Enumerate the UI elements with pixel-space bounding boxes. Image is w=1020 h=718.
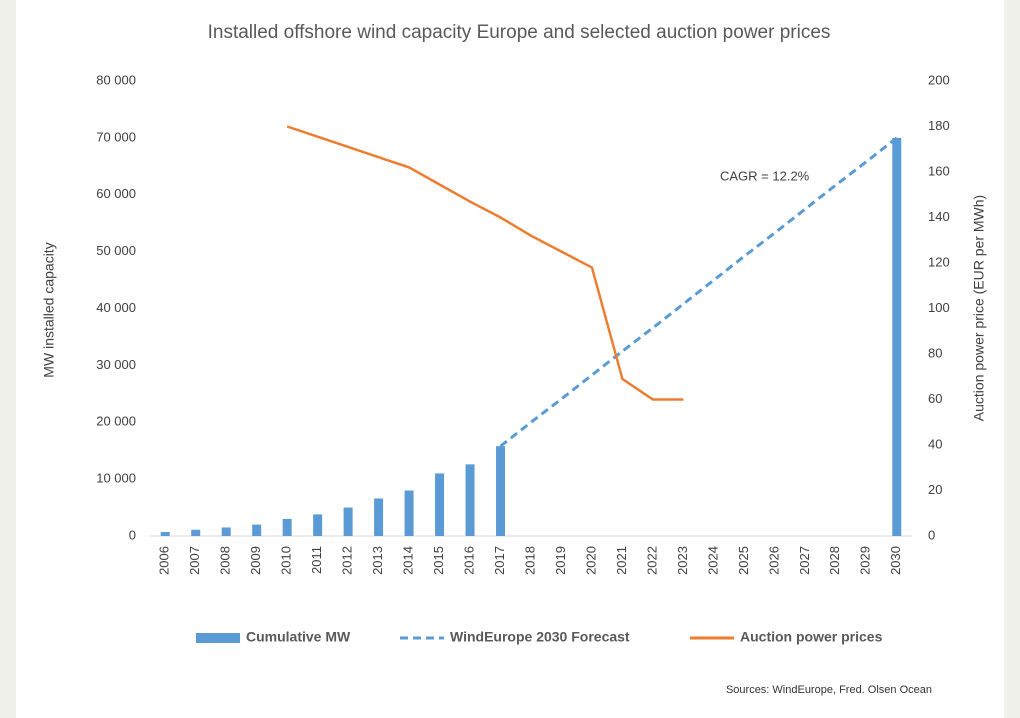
y-axis-label: MW installed capacity bbox=[41, 242, 57, 377]
bar bbox=[892, 137, 902, 536]
bar bbox=[465, 464, 475, 536]
y-tick-label: 70 000 bbox=[96, 129, 136, 144]
legend-swatch bbox=[196, 633, 240, 643]
legend-label: Cumulative MW bbox=[246, 629, 351, 645]
y2-axis-label: Auction power price (EUR per MWh) bbox=[971, 195, 987, 421]
x-tick-label: 2018 bbox=[522, 546, 537, 575]
x-tick-label: 2016 bbox=[461, 546, 476, 575]
x-tick-label: 2030 bbox=[888, 546, 903, 575]
x-tick-label: 2011 bbox=[309, 546, 324, 574]
x-tick-label: 2028 bbox=[827, 546, 842, 575]
x-tick-label: 2017 bbox=[492, 546, 507, 575]
x-tick-label: 2021 bbox=[614, 546, 629, 575]
x-tick-label: 2026 bbox=[766, 546, 781, 575]
y2-tick-label: 140 bbox=[928, 209, 950, 224]
panel bbox=[16, 0, 1004, 718]
y2-tick-label: 80 bbox=[928, 345, 942, 360]
bar bbox=[160, 532, 170, 536]
y2-tick-label: 100 bbox=[928, 300, 950, 315]
x-tick-label: 2007 bbox=[187, 546, 202, 575]
x-tick-label: 2006 bbox=[157, 546, 172, 575]
y2-tick-label: 180 bbox=[928, 118, 950, 133]
y2-tick-label: 160 bbox=[928, 163, 950, 178]
y-tick-label: 60 000 bbox=[96, 186, 136, 201]
source: Sources: WindEurope, Fred. Olsen Ocean bbox=[726, 684, 932, 696]
bar bbox=[221, 527, 231, 536]
series-line bbox=[286, 125, 684, 401]
y-tick-label: 50 000 bbox=[96, 243, 136, 258]
x-tick-label: 2019 bbox=[553, 546, 568, 575]
x-tick-label: 2015 bbox=[431, 546, 446, 575]
bar bbox=[191, 529, 201, 536]
x-tick-label: 2022 bbox=[644, 546, 659, 575]
x-tick-label: 2010 bbox=[279, 546, 294, 575]
x-tick-label: 2012 bbox=[340, 546, 355, 575]
y-tick-label: 0 bbox=[129, 527, 136, 542]
x-tick-label: 2008 bbox=[218, 546, 233, 575]
bar bbox=[252, 524, 262, 536]
y-tick-label: 30 000 bbox=[96, 357, 136, 372]
y2-tick-label: 40 bbox=[928, 436, 942, 451]
x-tick-label: 2014 bbox=[401, 546, 416, 575]
bar bbox=[343, 507, 353, 536]
y2-tick-label: 200 bbox=[928, 72, 950, 87]
annotation: CAGR = 12.2% bbox=[720, 168, 810, 183]
y2-tick-label: 0 bbox=[928, 527, 935, 542]
x-tick-label: 2013 bbox=[370, 546, 385, 575]
legend-label: Auction power prices bbox=[740, 629, 883, 645]
bar bbox=[313, 514, 323, 536]
y-tick-label: 80 000 bbox=[96, 72, 136, 87]
bar bbox=[404, 490, 414, 536]
y2-tick-label: 60 bbox=[928, 391, 942, 406]
x-tick-label: 2020 bbox=[583, 546, 598, 575]
bar bbox=[282, 518, 292, 536]
bar bbox=[374, 498, 384, 536]
x-tick-label: 2024 bbox=[705, 546, 720, 575]
series-line bbox=[499, 136, 898, 448]
legend-label: WindEurope 2030 Forecast bbox=[450, 629, 630, 645]
bar bbox=[496, 446, 506, 536]
y-tick-label: 40 000 bbox=[96, 300, 136, 315]
x-tick-label: 2027 bbox=[797, 546, 812, 575]
y-tick-label: 20 000 bbox=[96, 414, 136, 429]
y2-tick-label: 20 bbox=[928, 482, 942, 497]
y-tick-label: 10 000 bbox=[96, 471, 136, 486]
bar bbox=[435, 473, 445, 536]
x-tick-label: 2025 bbox=[736, 546, 751, 575]
y2-tick-label: 120 bbox=[928, 254, 950, 269]
chart-title: Installed offshore wind capacity Europe … bbox=[208, 22, 831, 43]
x-tick-label: 2029 bbox=[858, 546, 873, 575]
x-tick-label: 2009 bbox=[248, 546, 263, 575]
x-tick-label: 2023 bbox=[675, 546, 690, 575]
